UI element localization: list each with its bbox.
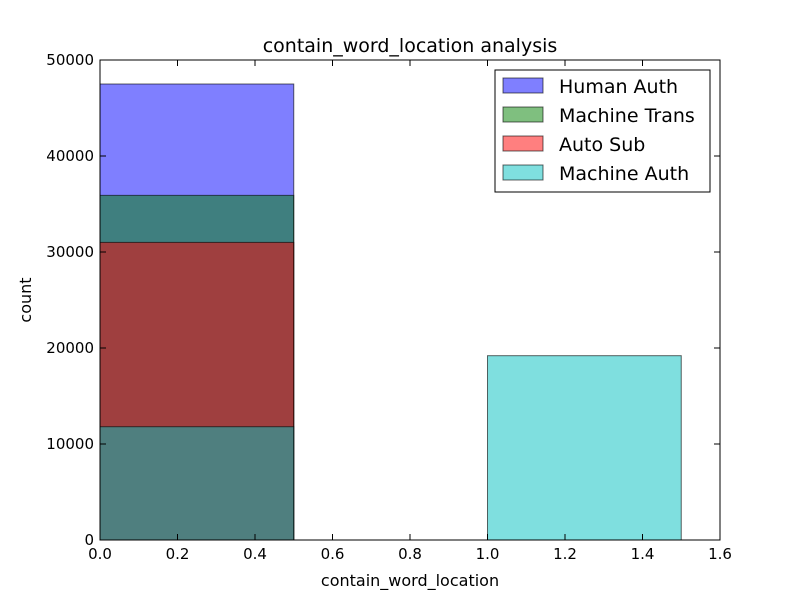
legend-label-auto-sub: Auto Sub bbox=[559, 134, 645, 156]
y-tick-label: 10000 bbox=[46, 435, 94, 453]
bars-group bbox=[99, 83, 682, 541]
x-tick-label: 1.6 bbox=[708, 545, 732, 563]
legend-label-human-auth: Human Auth bbox=[559, 76, 678, 98]
bar-machine-auth-bin-1 bbox=[487, 355, 682, 541]
y-tick-label: 50000 bbox=[46, 51, 94, 69]
x-tick-label: 0.6 bbox=[321, 545, 345, 563]
x-tick-label: 0.4 bbox=[243, 545, 267, 563]
legend-label-machine-auth: Machine Auth bbox=[559, 163, 689, 185]
legend: Human Auth Machine Trans Auto Sub Machine A… bbox=[494, 69, 711, 193]
legend-swatch-auto-sub bbox=[502, 135, 544, 152]
x-tick-label: 0.0 bbox=[88, 545, 112, 563]
legend-swatch-human-auth bbox=[502, 77, 544, 94]
y-tick-label: 30000 bbox=[46, 243, 94, 261]
x-tick-label: 0.2 bbox=[166, 545, 190, 563]
x-axis-label: contain_word_location bbox=[321, 571, 499, 591]
y-axis-label: count bbox=[16, 277, 35, 322]
y-tick-label: 40000 bbox=[46, 147, 94, 165]
chart-title: contain_word_location analysis bbox=[263, 35, 558, 57]
y-axis-ticks: 0 10000 20000 30000 40000 50000 bbox=[46, 51, 720, 549]
x-tick-label: 1.2 bbox=[553, 545, 577, 563]
x-tick-label: 0.8 bbox=[398, 545, 422, 563]
y-tick-label: 0 bbox=[84, 531, 94, 549]
x-tick-label: 1.0 bbox=[476, 545, 500, 563]
y-tick-label: 20000 bbox=[46, 339, 94, 357]
legend-swatch-machine-auth bbox=[502, 164, 544, 181]
legend-label-machine-trans: Machine Trans bbox=[559, 105, 695, 127]
legend-swatch-machine-trans bbox=[502, 106, 544, 123]
bar-machine-auth-bin-0 bbox=[99, 426, 295, 541]
x-tick-label: 1.4 bbox=[631, 545, 655, 563]
x-axis-ticks: 0.0 0.2 0.4 0.6 0.8 1.0 1.2 1.4 1.6 bbox=[88, 60, 732, 563]
